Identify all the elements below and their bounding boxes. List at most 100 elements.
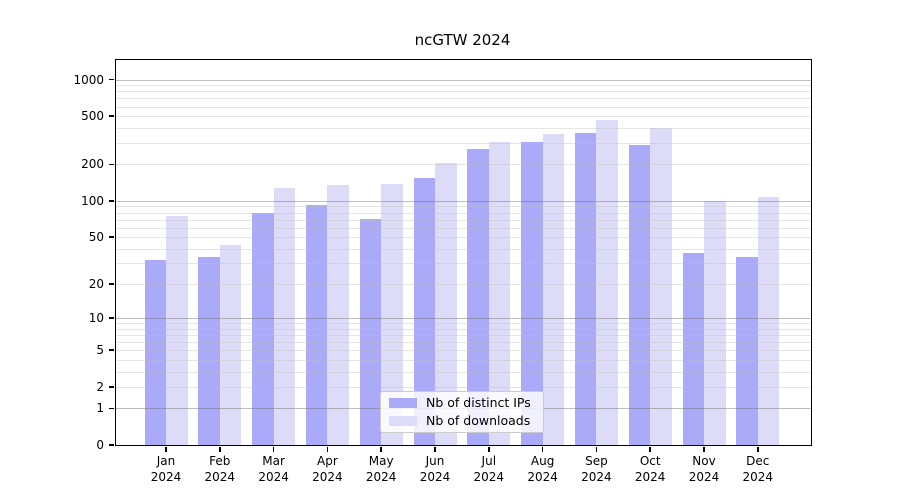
bar-distinct-ips-nov xyxy=(682,252,704,445)
gridline-minor xyxy=(116,323,811,325)
x-axis-tick xyxy=(272,446,275,452)
bar-downloads-feb xyxy=(219,244,242,445)
gridline-minor xyxy=(116,91,811,93)
bar-distinct-ips-mar xyxy=(252,213,274,445)
bar-distinct-ips-oct xyxy=(628,144,651,445)
gridline-minor xyxy=(116,143,811,145)
gridline-minor xyxy=(116,371,811,373)
bar-downloads-may xyxy=(381,183,403,445)
bar-downloads-jan xyxy=(166,215,188,445)
y-axis-tick-label: 500 xyxy=(81,109,104,124)
bar-downloads-apr xyxy=(327,184,349,445)
x-axis-tick-label-dec: Dec 2024 xyxy=(742,454,774,484)
chart-title: ncGTW 2024 xyxy=(414,31,511,49)
x-axis-tick-label-jun: Jun 2024 xyxy=(419,454,451,484)
x-axis-tick xyxy=(219,446,221,452)
gridline-minor xyxy=(116,283,811,285)
x-axis-tick xyxy=(595,446,598,452)
y-axis-tick xyxy=(109,283,115,285)
x-axis-tick xyxy=(380,446,382,452)
legend-swatch-distinct-ips xyxy=(389,398,417,408)
legend-swatch-downloads xyxy=(389,416,417,426)
bar-distinct-ips-jul xyxy=(467,149,489,445)
gridline-minor xyxy=(116,263,811,265)
y-axis-tick xyxy=(109,115,115,117)
legend-item-downloads: Nb of downloads xyxy=(389,414,535,428)
gridline-minor xyxy=(116,127,811,129)
gridline-minor xyxy=(116,206,811,208)
x-axis-tick-label-nov: Nov 2024 xyxy=(688,454,720,484)
x-axis-tick-label-oct: Oct 2024 xyxy=(634,454,666,484)
bar-downloads-oct xyxy=(650,128,672,445)
legend-item-distinct-ips: Nb of distinct IPs xyxy=(389,396,535,410)
legend: Nb of distinct IPs Nb of downloads xyxy=(380,391,544,433)
gridline-minor xyxy=(116,219,811,221)
gridline-minor xyxy=(116,359,811,361)
y-axis-tick xyxy=(109,386,115,388)
y-axis-tick xyxy=(109,236,115,238)
gridline-minor xyxy=(116,212,811,214)
x-axis-tick-label-sep: Sep 2024 xyxy=(581,454,612,484)
gridline-minor xyxy=(116,335,811,336)
gridline-minor xyxy=(116,164,811,166)
y-axis-tick xyxy=(109,200,115,202)
y-axis-tick-label: 200 xyxy=(81,157,104,172)
bar-distinct-ips-jun xyxy=(413,178,435,445)
gridline-major xyxy=(116,79,811,81)
gridline-minor xyxy=(116,350,811,352)
y-axis-tick xyxy=(109,349,115,351)
bar-downloads-dec xyxy=(757,197,780,445)
y-axis-tick-label: 50 xyxy=(88,230,104,245)
legend-label-distinct-ips: Nb of distinct IPs xyxy=(426,395,531,410)
bar-distinct-ips-feb xyxy=(198,256,220,445)
x-axis-tick xyxy=(757,446,759,452)
gridline-major xyxy=(116,200,811,202)
y-axis-tick xyxy=(109,78,115,81)
bar-distinct-ips-jan xyxy=(144,260,166,445)
y-axis-tick-label: 1000 xyxy=(73,72,104,87)
y-axis-tick xyxy=(109,317,115,319)
bar-downloads-jul xyxy=(488,142,511,445)
bar-distinct-ips-sep xyxy=(574,133,597,445)
x-axis-tick-label-mar: Mar 2024 xyxy=(258,454,289,484)
gridline-minor xyxy=(116,85,811,87)
x-axis-tick-label-aug: Aug 2024 xyxy=(527,454,558,484)
gridline-minor xyxy=(116,328,811,330)
y-axis-tick-label: 0 xyxy=(96,438,104,452)
x-axis-tick xyxy=(434,446,436,452)
y-axis-tick xyxy=(109,444,115,446)
gridline-minor xyxy=(116,116,811,118)
x-axis-tick xyxy=(326,446,329,452)
bar-downloads-aug xyxy=(542,134,565,445)
x-axis-tick xyxy=(165,446,167,452)
y-axis-tick-label: 20 xyxy=(88,276,104,291)
bar-distinct-ips-dec xyxy=(736,256,758,445)
x-axis-tick-label-apr: Apr 2024 xyxy=(312,454,343,484)
legend-label-downloads: Nb of downloads xyxy=(426,413,531,428)
bar-distinct-ips-may xyxy=(359,218,382,445)
y-axis-tick xyxy=(109,407,115,410)
bar-downloads-mar xyxy=(273,188,296,445)
gridline-minor xyxy=(116,386,811,388)
x-axis-tick-label-may: May 2024 xyxy=(365,454,397,484)
bar-distinct-ips-apr xyxy=(305,204,328,445)
bar-downloads-nov xyxy=(704,200,726,445)
gridline-minor xyxy=(116,342,811,344)
x-axis-tick xyxy=(488,446,490,452)
x-axis-tick xyxy=(649,446,651,452)
bar-downloads-jun xyxy=(435,163,457,445)
gridline-minor xyxy=(116,227,811,229)
x-axis-tick-label-feb: Feb 2024 xyxy=(204,454,236,484)
x-axis-tick-label-jan: Jan 2024 xyxy=(150,454,182,484)
gridline-minor xyxy=(116,248,811,250)
y-axis-tick-label: 2 xyxy=(96,379,104,394)
x-axis-tick xyxy=(541,446,544,452)
gridline-major xyxy=(116,318,811,320)
y-axis-tick-label: 10 xyxy=(88,311,104,326)
x-axis-tick xyxy=(703,446,705,452)
gridline-minor xyxy=(116,237,811,239)
plot-area: 0 1 2 5 10 20 50 100 200 500 1000 Jan 2024 Feb 2024 M… xyxy=(73,59,812,484)
bar-downloads-sep xyxy=(596,120,618,445)
y-axis-tick-label: 100 xyxy=(81,193,104,208)
